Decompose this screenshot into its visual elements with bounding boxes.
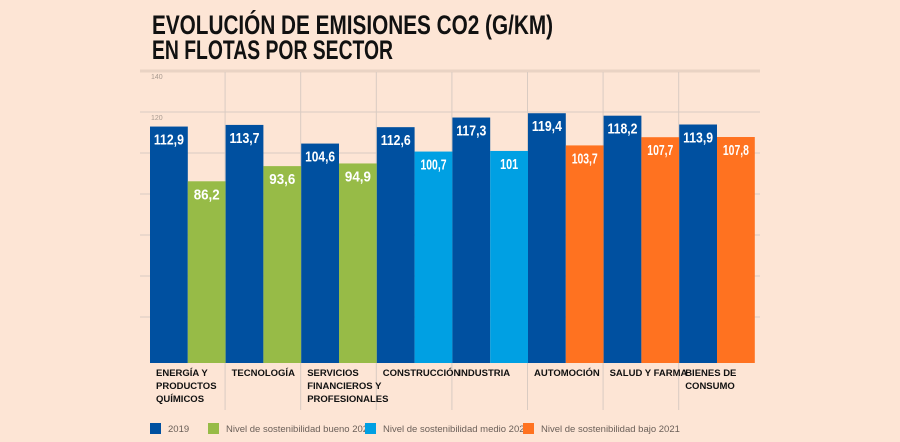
legend: 2019 Nivel de sostenibilidad bueno 2021 Ni… [150, 423, 680, 435]
value-label-2019: 119,4 [532, 118, 563, 135]
category-label: SALUD Y FARMA [610, 368, 688, 379]
value-label-2021: 86,2 [194, 186, 220, 203]
bar-2021-good [187, 181, 226, 363]
legend-swatch-2019 [150, 423, 161, 434]
category-label: INDUSTRIA [458, 368, 510, 379]
category-label: QUÍMICOS [156, 394, 204, 405]
y-tick-label: 140 [151, 74, 163, 81]
value-label-2019: 112,6 [381, 132, 411, 149]
legend-swatch-low [523, 423, 534, 434]
value-label-2019: 112,9 [154, 132, 184, 149]
category-label: CONSUMO [685, 381, 735, 392]
value-label-2019: 113,7 [230, 130, 260, 147]
value-label-2021: 101 [500, 156, 518, 173]
legend-label-2019: 2019 [168, 424, 189, 435]
category-label: BIENES DE [685, 368, 736, 379]
value-label-2021: 103,7 [572, 150, 598, 167]
bar-2019 [528, 113, 566, 363]
value-label-2021: 107,7 [647, 142, 673, 159]
bar-2021-low [641, 137, 680, 363]
category-label: AUTOMOCIÓN [534, 367, 600, 379]
chart-title-line-2: EN FLOTAS POR SECTOR [152, 35, 393, 65]
bar-2021-medium [414, 151, 453, 363]
category-label: ENERGÍA Y [156, 368, 208, 379]
bar-2021-good [339, 163, 377, 363]
value-label-2021: 100,7 [421, 157, 447, 174]
bar-2019 [225, 124, 264, 363]
bar-2019 [376, 127, 415, 363]
category-label: CONSTRUCCIÓN [383, 367, 461, 379]
value-label-2019: 117,3 [456, 123, 486, 140]
value-label-2019: 104,6 [305, 149, 335, 166]
value-label-2019: 113,9 [683, 130, 713, 147]
bar-2021-low [717, 137, 755, 363]
bar-2019 [679, 124, 717, 363]
value-label-2019: 118,2 [608, 121, 638, 138]
category-labels: ENERGÍA Y PRODUCTOS QUÍMICOS TECNOLOGÍA SERV… [156, 367, 736, 405]
category-label: TECNOLOGÍA [232, 368, 295, 379]
legend-label-medium: Nivel de sostenibilidad medio 2021 [383, 424, 530, 435]
bar-2021-medium [490, 150, 528, 363]
bar-2019 [150, 126, 188, 364]
chart-title-line-1: EVOLUCIÓN DE EMISIONES CO2 (G/KM) [152, 9, 553, 40]
bar-2021-low [565, 145, 604, 363]
category-label: PRODUCTOS [156, 381, 217, 392]
value-label-2021: 94,9 [345, 168, 371, 185]
category-label: PROFESIONALES [307, 394, 388, 405]
bar-2021-good [263, 166, 302, 363]
bar-2019 [301, 143, 339, 363]
value-label-2021: 93,6 [269, 171, 295, 188]
y-tick-label: 120 [151, 115, 163, 122]
category-label: FINANCIEROS Y [307, 381, 382, 392]
value-label-2021: 107,8 [723, 142, 749, 159]
legend-swatch-medium [365, 423, 376, 434]
legend-label-low: Nivel de sostenibilidad bajo 2021 [541, 424, 680, 435]
legend-swatch-good [208, 423, 219, 434]
legend-label-good: Nivel de sostenibilidad bueno 2021 [226, 424, 373, 435]
bar-2019 [452, 117, 491, 363]
bar-2019 [603, 115, 642, 363]
category-label: SERVICIOS [307, 368, 359, 379]
bars: 112,9 86,2 113,7 93,6 104,6 94,9 112,6 100,7 117… [150, 113, 755, 364]
